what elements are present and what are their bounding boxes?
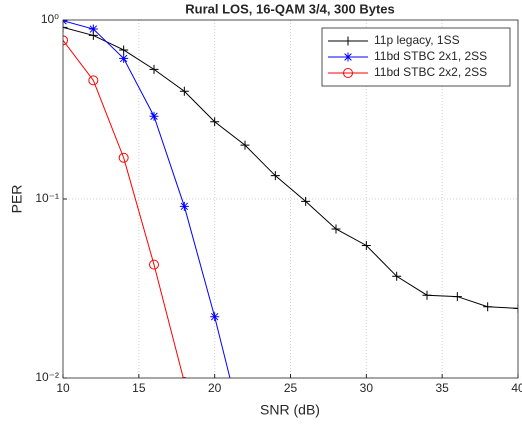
- legend: 11p legacy, 1SS 11bd STBC 2x1, 2SS 11bd ST…: [321, 27, 511, 87]
- marker: [331, 224, 341, 234]
- marker: [513, 303, 518, 313]
- marker: [88, 75, 99, 86]
- marker: [301, 196, 311, 206]
- x-tick-label: 15: [132, 381, 146, 395]
- x-tick-label: 30: [360, 381, 374, 395]
- y-tick-label: 10⁰: [41, 12, 59, 26]
- marker: [179, 86, 189, 96]
- marker: [119, 53, 129, 63]
- legend-marker: [343, 68, 353, 78]
- y-tick-label: 10⁻²: [35, 370, 59, 384]
- x-tick-label: 40: [511, 381, 522, 395]
- marker: [149, 259, 159, 270]
- series-line: [63, 40, 184, 378]
- marker: [452, 292, 462, 302]
- marker: [149, 111, 159, 121]
- x-tick-label: 35: [435, 381, 449, 395]
- legend-label: 11bd STBC 2x2, 2SS: [374, 65, 487, 79]
- marker: [63, 35, 68, 46]
- marker: [179, 201, 189, 211]
- marker: [483, 302, 493, 312]
- y-tick-label: 10⁻¹: [35, 191, 59, 205]
- marker: [149, 64, 159, 74]
- marker: [392, 271, 402, 281]
- marker: [181, 376, 188, 378]
- x-tick-label: 25: [284, 381, 298, 395]
- legend-marker: [343, 36, 353, 46]
- marker: [240, 140, 250, 150]
- marker: [88, 24, 98, 34]
- marker: [210, 117, 220, 127]
- marker: [361, 240, 371, 250]
- chart-title: Rural LOS, 16-QAM 3/4, 300 Bytes: [185, 1, 395, 16]
- marker: [210, 312, 220, 322]
- marker: [270, 171, 280, 181]
- legend-label: 11p legacy, 1SS: [374, 33, 460, 47]
- data: [63, 20, 518, 378]
- marker: [118, 152, 129, 163]
- series-line: [63, 26, 518, 309]
- x-axis-label: SNR (dB): [260, 402, 320, 418]
- marker: [422, 290, 432, 300]
- marker: [119, 45, 129, 55]
- legend-label: 11bd STBC 2x1, 2SS: [374, 49, 487, 63]
- marker: [63, 22, 68, 32]
- x-tick-label: 10: [56, 381, 70, 395]
- y-axis-label: PER: [9, 185, 25, 214]
- x-tick-label: 20: [208, 381, 222, 395]
- legend-marker: [343, 52, 353, 62]
